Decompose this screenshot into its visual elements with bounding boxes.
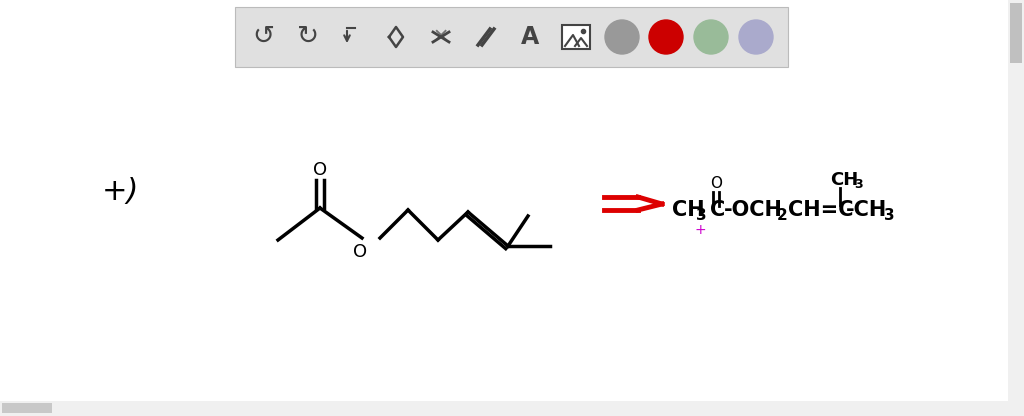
Text: -CH: -CH	[846, 200, 887, 220]
Text: 3: 3	[696, 208, 707, 223]
Text: ✕: ✕	[433, 27, 450, 47]
Circle shape	[649, 20, 683, 54]
Text: +): +)	[101, 178, 138, 206]
Text: ↺: ↺	[252, 24, 274, 50]
Circle shape	[694, 20, 728, 54]
Bar	[562, 25, 590, 49]
Circle shape	[605, 20, 639, 54]
Text: -OCH: -OCH	[724, 200, 783, 220]
Text: O: O	[710, 176, 722, 191]
Circle shape	[739, 20, 773, 54]
Text: ↻: ↻	[297, 24, 319, 50]
Text: C: C	[710, 200, 725, 220]
Bar	[1008, 0, 1024, 416]
Bar	[2, 403, 52, 413]
Bar	[1010, 3, 1022, 63]
Text: CH: CH	[830, 171, 858, 189]
Text: 2: 2	[777, 208, 787, 223]
Text: 3: 3	[854, 178, 862, 191]
Bar	[0, 401, 1008, 416]
Text: +: +	[694, 223, 706, 237]
Text: O: O	[353, 243, 367, 261]
Text: CH=C: CH=C	[788, 200, 853, 220]
Text: CH: CH	[672, 200, 705, 220]
Bar	[234, 7, 788, 67]
Text: A: A	[521, 25, 539, 49]
Text: O: O	[313, 161, 327, 179]
Text: 3: 3	[884, 208, 895, 223]
